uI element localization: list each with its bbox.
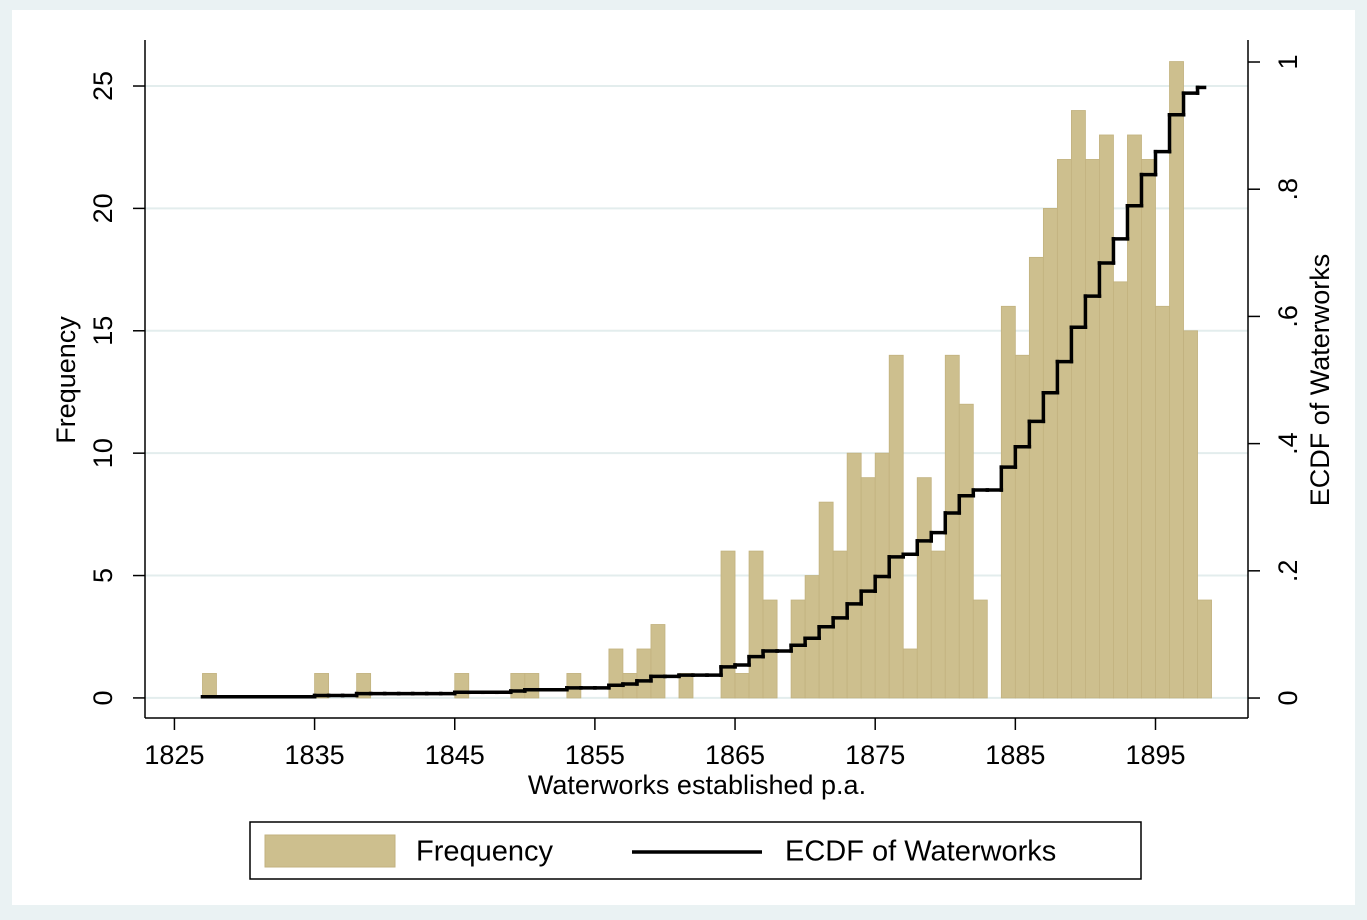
bar — [678, 673, 694, 699]
bar — [1085, 159, 1100, 699]
bar — [1113, 281, 1128, 699]
bar — [1099, 134, 1114, 699]
legend: Frequency ECDF of Waterworks — [249, 821, 1142, 880]
y2-tick-label: .2 — [1273, 560, 1303, 583]
bar — [314, 673, 329, 699]
y2-tick-label: .4 — [1273, 432, 1303, 455]
bar — [608, 648, 624, 699]
bar — [202, 673, 217, 699]
bar — [888, 354, 904, 699]
bar — [944, 354, 960, 699]
x-tick-label: 1855 — [565, 740, 625, 770]
y2-tick-label: 1 — [1273, 54, 1303, 69]
bar — [720, 550, 736, 699]
bar — [930, 550, 946, 699]
bar — [1127, 134, 1142, 699]
x-tick-label: 1835 — [285, 740, 345, 770]
bar — [1141, 159, 1156, 699]
bar — [790, 599, 806, 699]
x-tick-label: 1845 — [425, 740, 485, 770]
y-tick-label: 25 — [88, 71, 118, 101]
legend-label: Frequency — [416, 836, 554, 868]
y-tick-label: 5 — [88, 568, 118, 583]
x-tick-label: 1895 — [1125, 740, 1185, 770]
y-tick-label: 10 — [88, 438, 118, 468]
bar — [958, 403, 974, 699]
bar — [1000, 305, 1016, 699]
bar — [846, 452, 862, 699]
bar — [818, 501, 834, 699]
bar — [902, 648, 918, 699]
bar — [972, 599, 988, 699]
bar — [1028, 256, 1044, 699]
bar — [1169, 61, 1184, 699]
bar — [1155, 305, 1170, 699]
y-tick-label: 0 — [88, 690, 118, 705]
y-axis-title: Frequency — [51, 316, 81, 444]
legend-label: ECDF of Waterworks — [785, 836, 1056, 868]
bar — [748, 550, 764, 699]
bar — [356, 673, 372, 699]
bar — [1042, 207, 1058, 699]
bar — [734, 673, 750, 699]
y2-tick-label: 0 — [1273, 691, 1303, 706]
x-tick-label: 1875 — [845, 740, 905, 770]
bar — [1071, 110, 1086, 699]
bar — [524, 673, 540, 699]
legend-swatch — [264, 834, 396, 868]
y2-tick-label: .6 — [1273, 305, 1303, 328]
bar — [510, 673, 526, 699]
x-tick-label: 1885 — [985, 740, 1045, 770]
y2-tick-label: .8 — [1273, 178, 1303, 201]
bar — [566, 673, 582, 699]
y2-axis-title: ECDF of Waterworks — [1305, 254, 1335, 507]
bar — [832, 550, 848, 699]
x-tick-label: 1825 — [144, 740, 204, 770]
bar — [1014, 354, 1030, 699]
bar — [650, 624, 666, 699]
bar — [860, 477, 876, 699]
bar — [636, 648, 652, 699]
y-tick-label: 20 — [88, 193, 118, 223]
bar — [762, 599, 778, 699]
x-tick-label: 1865 — [705, 740, 765, 770]
bar — [1183, 330, 1198, 699]
plot-area: 0 5 10 15 20 25 0 .2 .4 .6 .8 1 1825 1835 1845 1855 1865… — [88, 40, 1303, 770]
bar — [454, 673, 470, 699]
y-tick-label: 15 — [88, 316, 118, 346]
bar — [1056, 159, 1072, 699]
bar — [916, 477, 932, 699]
x-axis-title: Waterworks established p.a. — [528, 770, 866, 800]
bar — [1197, 599, 1212, 699]
